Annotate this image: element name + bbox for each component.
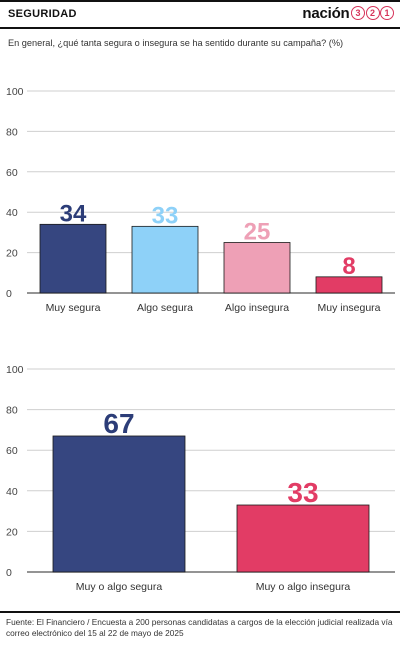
bar [236, 504, 370, 573]
footer-rule [0, 611, 400, 613]
category-label: Muy o algo insegura [256, 581, 351, 593]
logo-number: 3 2 1 [351, 6, 394, 20]
y-tick-label: 80 [6, 126, 18, 138]
bar [131, 225, 199, 294]
y-tick-label: 40 [6, 207, 18, 219]
y-tick-label: 20 [6, 248, 18, 260]
y-tick-label: 100 [6, 364, 24, 376]
category-label: Muy segura [46, 302, 101, 314]
y-tick-label: 20 [6, 526, 18, 538]
category-label: Muy insegura [317, 302, 380, 314]
header-rule [0, 27, 400, 29]
bar-value-label: 33 [152, 202, 179, 229]
bar [315, 276, 383, 294]
logo-digit-2: 2 [365, 6, 380, 20]
bar-value-label: 8 [342, 253, 355, 280]
category-label: Algo insegura [225, 302, 289, 314]
y-tick-label: 40 [6, 486, 18, 498]
y-tick-label: 0 [6, 567, 12, 579]
bar [52, 435, 186, 573]
chart-grouped: 0 20 40 60 80 100 67 Muy o algo segura 33 Muy o a… [6, 364, 395, 593]
chart-by-level: 0 20 40 60 80 100 34 Muy segura 33 Algo segura 25 A… [6, 86, 395, 314]
chart-question: En general, ¿qué tanta segura o insegura… [8, 38, 344, 48]
bar-value-label: 25 [244, 219, 271, 246]
logo-wordmark: nación [302, 4, 350, 22]
bar-value-label: 34 [60, 200, 87, 227]
category-label: Muy o algo segura [76, 581, 163, 593]
y-tick-label: 100 [6, 86, 24, 98]
bar-value-label: 33 [287, 477, 318, 508]
y-tick-label: 60 [6, 445, 18, 457]
bar [223, 242, 291, 294]
y-tick-label: 80 [6, 405, 18, 417]
logo-digit-1: 3 [351, 6, 365, 20]
bar [39, 223, 107, 294]
y-tick-label: 0 [6, 288, 12, 300]
category-label: Algo segura [137, 302, 193, 314]
top-rule [0, 0, 400, 2]
y-tick-label: 60 [6, 167, 18, 179]
logo-digit-3: 1 [380, 6, 394, 20]
source-note: Fuente: El Financiero / Encuesta a 200 p… [6, 617, 393, 638]
bar-value-label: 67 [103, 408, 134, 439]
section-label: SEGURIDAD [8, 8, 77, 20]
brand-logo: nación 3 2 1 [302, 3, 394, 23]
